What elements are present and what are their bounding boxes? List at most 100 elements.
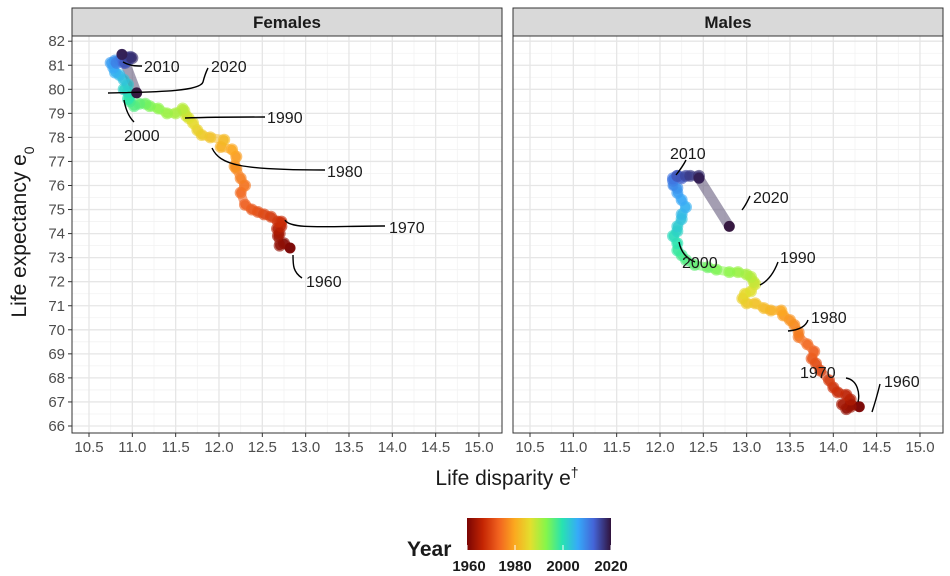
x-tick-label: 11.5 xyxy=(162,439,190,456)
data-point-1982 xyxy=(218,133,231,146)
annotation-label-1980: 1980 xyxy=(327,164,363,181)
x-tick-label: 11.0 xyxy=(559,439,587,456)
annotation-label-2010: 2010 xyxy=(144,59,180,76)
data-point-2019 xyxy=(116,48,128,60)
x-tick-label: 10.5 xyxy=(515,439,544,456)
annotation-label-1980: 1980 xyxy=(811,310,847,327)
panel-border xyxy=(71,35,503,434)
facet-title: Females xyxy=(253,13,321,32)
x-tick-label: 14.5 xyxy=(862,439,891,456)
annotation-label-1990: 1990 xyxy=(267,110,303,127)
y-tick-label: 70 xyxy=(48,322,65,339)
facet-strip xyxy=(71,7,503,37)
legend-tick-label: 2020 xyxy=(594,558,627,575)
data-point-1973 xyxy=(238,198,251,211)
x-tick-label: 11.0 xyxy=(118,439,146,456)
annotation-leader-2000 xyxy=(678,241,696,263)
data-point-1976 xyxy=(234,172,247,185)
annotation-label-2000: 2000 xyxy=(124,128,160,145)
y-tick-label: 66 xyxy=(48,418,65,435)
y-tick-label: 79 xyxy=(48,105,65,122)
annotation-leader-1980 xyxy=(211,147,326,171)
annotation-leader-1960 xyxy=(292,254,303,279)
y-tick-label: 75 xyxy=(48,202,65,219)
panel-border xyxy=(512,35,944,434)
series-points-males xyxy=(666,169,865,416)
annotations: 2010 2020 2000 1990 1980 1970 1960 2010 2020 2000… xyxy=(107,59,920,413)
x-tick-label: 13.0 xyxy=(291,439,320,456)
x-tick-label: 12.0 xyxy=(645,439,674,456)
facet-title: Males xyxy=(704,13,751,32)
legend-title: Year xyxy=(407,538,451,561)
x-tick-label: 14.0 xyxy=(378,439,407,456)
annotation-label-2020: 2020 xyxy=(753,190,789,207)
x-axis-title: Life disparity e† xyxy=(435,464,578,490)
x-tick-label: 13.0 xyxy=(732,439,761,456)
annotation-label-1960: 1960 xyxy=(884,374,920,391)
data-point-2018 xyxy=(126,52,139,65)
data-point-1974 xyxy=(801,338,814,351)
annotation-leader-1980 xyxy=(787,319,809,332)
y-tick-label: 81 xyxy=(48,57,65,74)
legend-tick-label: 1960 xyxy=(452,558,485,575)
data-point-2019 xyxy=(693,172,705,184)
data-point-1983 xyxy=(749,297,762,310)
y-tick-label: 78 xyxy=(48,129,65,146)
facet-strip xyxy=(512,7,944,37)
data-point-2017 xyxy=(684,169,697,182)
x-tick-label: 12.5 xyxy=(689,439,718,456)
data-point-1980 xyxy=(225,143,238,156)
y-tick-label: 73 xyxy=(48,250,65,267)
annotation-leader-1990 xyxy=(184,116,266,119)
annotation-leader-1960 xyxy=(871,383,881,413)
y-tick-label: 80 xyxy=(48,81,65,98)
annotation-label-1970: 1970 xyxy=(800,365,836,382)
y-tick-label: 72 xyxy=(48,274,65,291)
x-tick-label: 14.5 xyxy=(421,439,450,456)
panel-background xyxy=(513,36,943,433)
data-point-2020 xyxy=(723,220,735,232)
x-tick-label: 12.5 xyxy=(248,439,277,456)
annotation-leader-1970 xyxy=(845,377,860,403)
x-tick-label: 15.0 xyxy=(464,439,493,456)
y-tick-label: 67 xyxy=(48,394,65,411)
annotation-leader-1970 xyxy=(284,219,386,228)
annotation-leader-2020 xyxy=(741,195,751,211)
y-tick-label: 71 xyxy=(48,298,65,315)
data-point-2015 xyxy=(671,169,684,182)
y-tick-label: 76 xyxy=(48,178,65,195)
annotation-label-1970: 1970 xyxy=(389,220,425,237)
annotation-label-2010: 2010 xyxy=(670,146,706,163)
y-tick-label: 69 xyxy=(48,346,65,363)
x-tick-label: 13.5 xyxy=(334,439,363,456)
x-tick-label: 10.5 xyxy=(74,439,103,456)
data-point-1995 xyxy=(701,261,714,274)
x-tick-label: 11.5 xyxy=(603,439,631,456)
y-tick-label: 68 xyxy=(48,370,65,387)
x-tick-label: 12.0 xyxy=(204,439,233,456)
x-tick-label: 13.5 xyxy=(775,439,804,456)
annotation-label-2020: 2020 xyxy=(211,59,247,76)
annotation-leader-2010 xyxy=(675,159,687,176)
legend-tick-label: 2000 xyxy=(546,558,579,575)
y-tick-label: 77 xyxy=(48,153,65,170)
data-point-1969 xyxy=(822,374,835,387)
series-segment xyxy=(693,173,735,232)
data-point-1980 xyxy=(775,304,788,317)
annotation-leader-2010 xyxy=(122,61,143,67)
data-point-1991 xyxy=(169,107,182,120)
legend-tick-label: 1980 xyxy=(498,558,531,575)
facet-panel-males: Males 10.5 11.0 11.5 12.0 12.5 13.0 13.5 14.0 14.… xyxy=(512,7,944,456)
data-point-1993 xyxy=(723,266,736,279)
y-tick-label: 74 xyxy=(48,226,65,243)
y-axis-title: Life expectancy e0 xyxy=(8,146,37,317)
legend-colorbar xyxy=(467,518,611,550)
annotation-label-1990: 1990 xyxy=(780,250,816,267)
x-tick-label: 14.0 xyxy=(819,439,848,456)
data-point-1962 xyxy=(273,239,286,252)
data-point-1992 xyxy=(731,266,744,279)
annotation-label-2000: 2000 xyxy=(682,255,718,272)
facet-panel-females: Females 10.5 11.0 11.5 12.0 12.5 13.0 13.5 14.0 1… xyxy=(48,7,503,456)
